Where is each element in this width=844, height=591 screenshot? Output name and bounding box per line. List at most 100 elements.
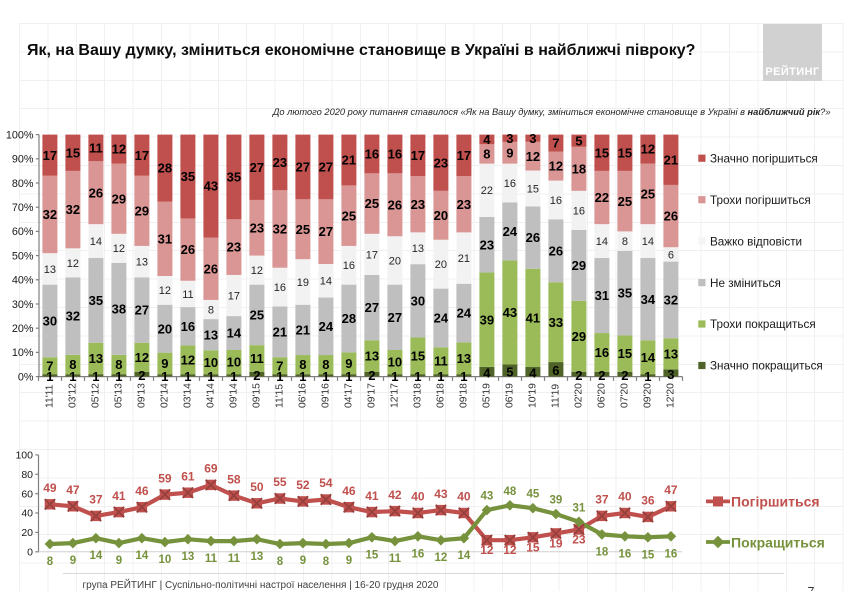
svg-text:Важко відповісти: Важко відповісти: [710, 235, 802, 248]
svg-text:52: 52: [296, 478, 310, 492]
svg-text:10'19: 10'19: [528, 383, 539, 408]
svg-text:11'11: 11'11: [45, 384, 56, 408]
svg-text:47: 47: [66, 483, 80, 497]
svg-text:1: 1: [322, 369, 329, 384]
svg-text:8: 8: [277, 556, 284, 568]
svg-text:12: 12: [435, 552, 448, 564]
svg-text:4: 4: [483, 366, 491, 381]
svg-text:23: 23: [434, 155, 448, 170]
svg-text:14: 14: [641, 350, 656, 365]
svg-text:27: 27: [388, 310, 402, 325]
svg-text:Трохи погіршиться: Трохи погіршиться: [710, 194, 811, 207]
svg-text:1: 1: [161, 369, 168, 384]
svg-text:42: 42: [388, 488, 402, 502]
svg-text:32: 32: [664, 293, 678, 308]
svg-text:04'17: 04'17: [344, 383, 355, 408]
svg-text:26: 26: [204, 261, 218, 276]
svg-text:16: 16: [595, 345, 609, 360]
svg-text:29: 29: [112, 191, 126, 206]
svg-text:19: 19: [297, 277, 309, 289]
svg-text:47: 47: [664, 483, 678, 497]
svg-text:27: 27: [319, 224, 333, 239]
svg-text:1: 1: [184, 369, 191, 384]
svg-text:09'16: 09'16: [321, 383, 332, 408]
svg-text:17: 17: [228, 290, 240, 302]
svg-text:9: 9: [345, 356, 352, 371]
svg-text:11'15: 11'15: [275, 384, 286, 408]
svg-text:26: 26: [664, 209, 678, 224]
svg-text:28: 28: [158, 161, 172, 176]
svg-text:11: 11: [89, 141, 103, 156]
svg-text:46: 46: [342, 484, 356, 498]
svg-text:30%: 30%: [12, 299, 34, 311]
svg-text:34: 34: [641, 292, 656, 307]
svg-text:18: 18: [572, 161, 586, 176]
svg-text:16: 16: [665, 548, 678, 560]
svg-text:19: 19: [549, 536, 563, 550]
svg-text:30: 30: [43, 314, 57, 329]
svg-text:31: 31: [158, 231, 172, 246]
svg-text:33: 33: [549, 315, 563, 330]
svg-text:13: 13: [204, 327, 218, 342]
svg-text:5: 5: [506, 364, 513, 379]
svg-text:12'20: 12'20: [666, 383, 677, 408]
svg-text:11: 11: [182, 289, 193, 301]
svg-text:10%: 10%: [12, 347, 34, 359]
svg-text:05'12: 05'12: [91, 383, 102, 408]
svg-text:80%: 80%: [12, 178, 34, 190]
svg-text:15: 15: [411, 348, 425, 363]
svg-text:04'14: 04'14: [206, 383, 217, 408]
svg-text:06'18: 06'18: [436, 383, 447, 408]
svg-text:27: 27: [135, 303, 149, 318]
svg-text:100%: 100%: [6, 129, 34, 141]
svg-text:3: 3: [529, 131, 536, 146]
svg-text:8: 8: [322, 357, 329, 372]
svg-text:35: 35: [89, 293, 103, 308]
svg-text:6: 6: [668, 249, 674, 261]
svg-text:11: 11: [434, 353, 448, 368]
svg-text:8: 8: [115, 357, 122, 372]
svg-text:06'20: 06'20: [597, 383, 608, 408]
svg-text:3: 3: [506, 131, 513, 146]
svg-text:20: 20: [435, 259, 447, 271]
svg-text:23: 23: [411, 197, 425, 212]
svg-text:41: 41: [365, 489, 379, 503]
svg-text:43: 43: [204, 179, 218, 194]
svg-text:03'12: 03'12: [68, 383, 79, 408]
svg-text:100: 100: [15, 450, 33, 462]
svg-text:17: 17: [411, 148, 425, 163]
svg-text:9: 9: [116, 555, 122, 567]
svg-text:1: 1: [230, 369, 237, 384]
svg-text:16: 16: [181, 319, 195, 334]
svg-text:1: 1: [299, 369, 306, 384]
svg-text:40: 40: [411, 490, 425, 504]
svg-text:15: 15: [66, 145, 80, 160]
svg-text:20: 20: [21, 527, 33, 539]
svg-text:27: 27: [365, 300, 379, 315]
svg-text:25: 25: [618, 194, 632, 209]
svg-text:15: 15: [618, 145, 632, 160]
svg-text:11'19: 11'19: [551, 384, 562, 408]
svg-text:2: 2: [368, 368, 375, 383]
svg-text:2: 2: [575, 368, 582, 383]
svg-text:7: 7: [552, 136, 559, 151]
svg-text:2: 2: [598, 368, 605, 383]
svg-text:09'18: 09'18: [459, 383, 470, 408]
svg-text:24: 24: [434, 311, 449, 326]
svg-text:Значно покращиться: Значно покращиться: [710, 360, 823, 373]
svg-text:16: 16: [550, 195, 562, 207]
svg-text:1: 1: [391, 369, 398, 384]
svg-text:1: 1: [437, 369, 444, 384]
svg-text:14: 14: [227, 326, 242, 341]
svg-text:12: 12: [480, 543, 494, 557]
svg-text:02'20: 02'20: [574, 383, 585, 408]
svg-text:58: 58: [227, 472, 241, 486]
svg-text:49: 49: [43, 481, 57, 495]
svg-text:14: 14: [596, 236, 608, 248]
svg-text:1: 1: [345, 369, 352, 384]
svg-text:1: 1: [207, 369, 214, 384]
svg-text:14: 14: [136, 550, 149, 562]
svg-text:22: 22: [481, 185, 493, 197]
svg-text:Покращиться: Покращиться: [731, 534, 825, 550]
svg-text:35: 35: [181, 169, 195, 184]
